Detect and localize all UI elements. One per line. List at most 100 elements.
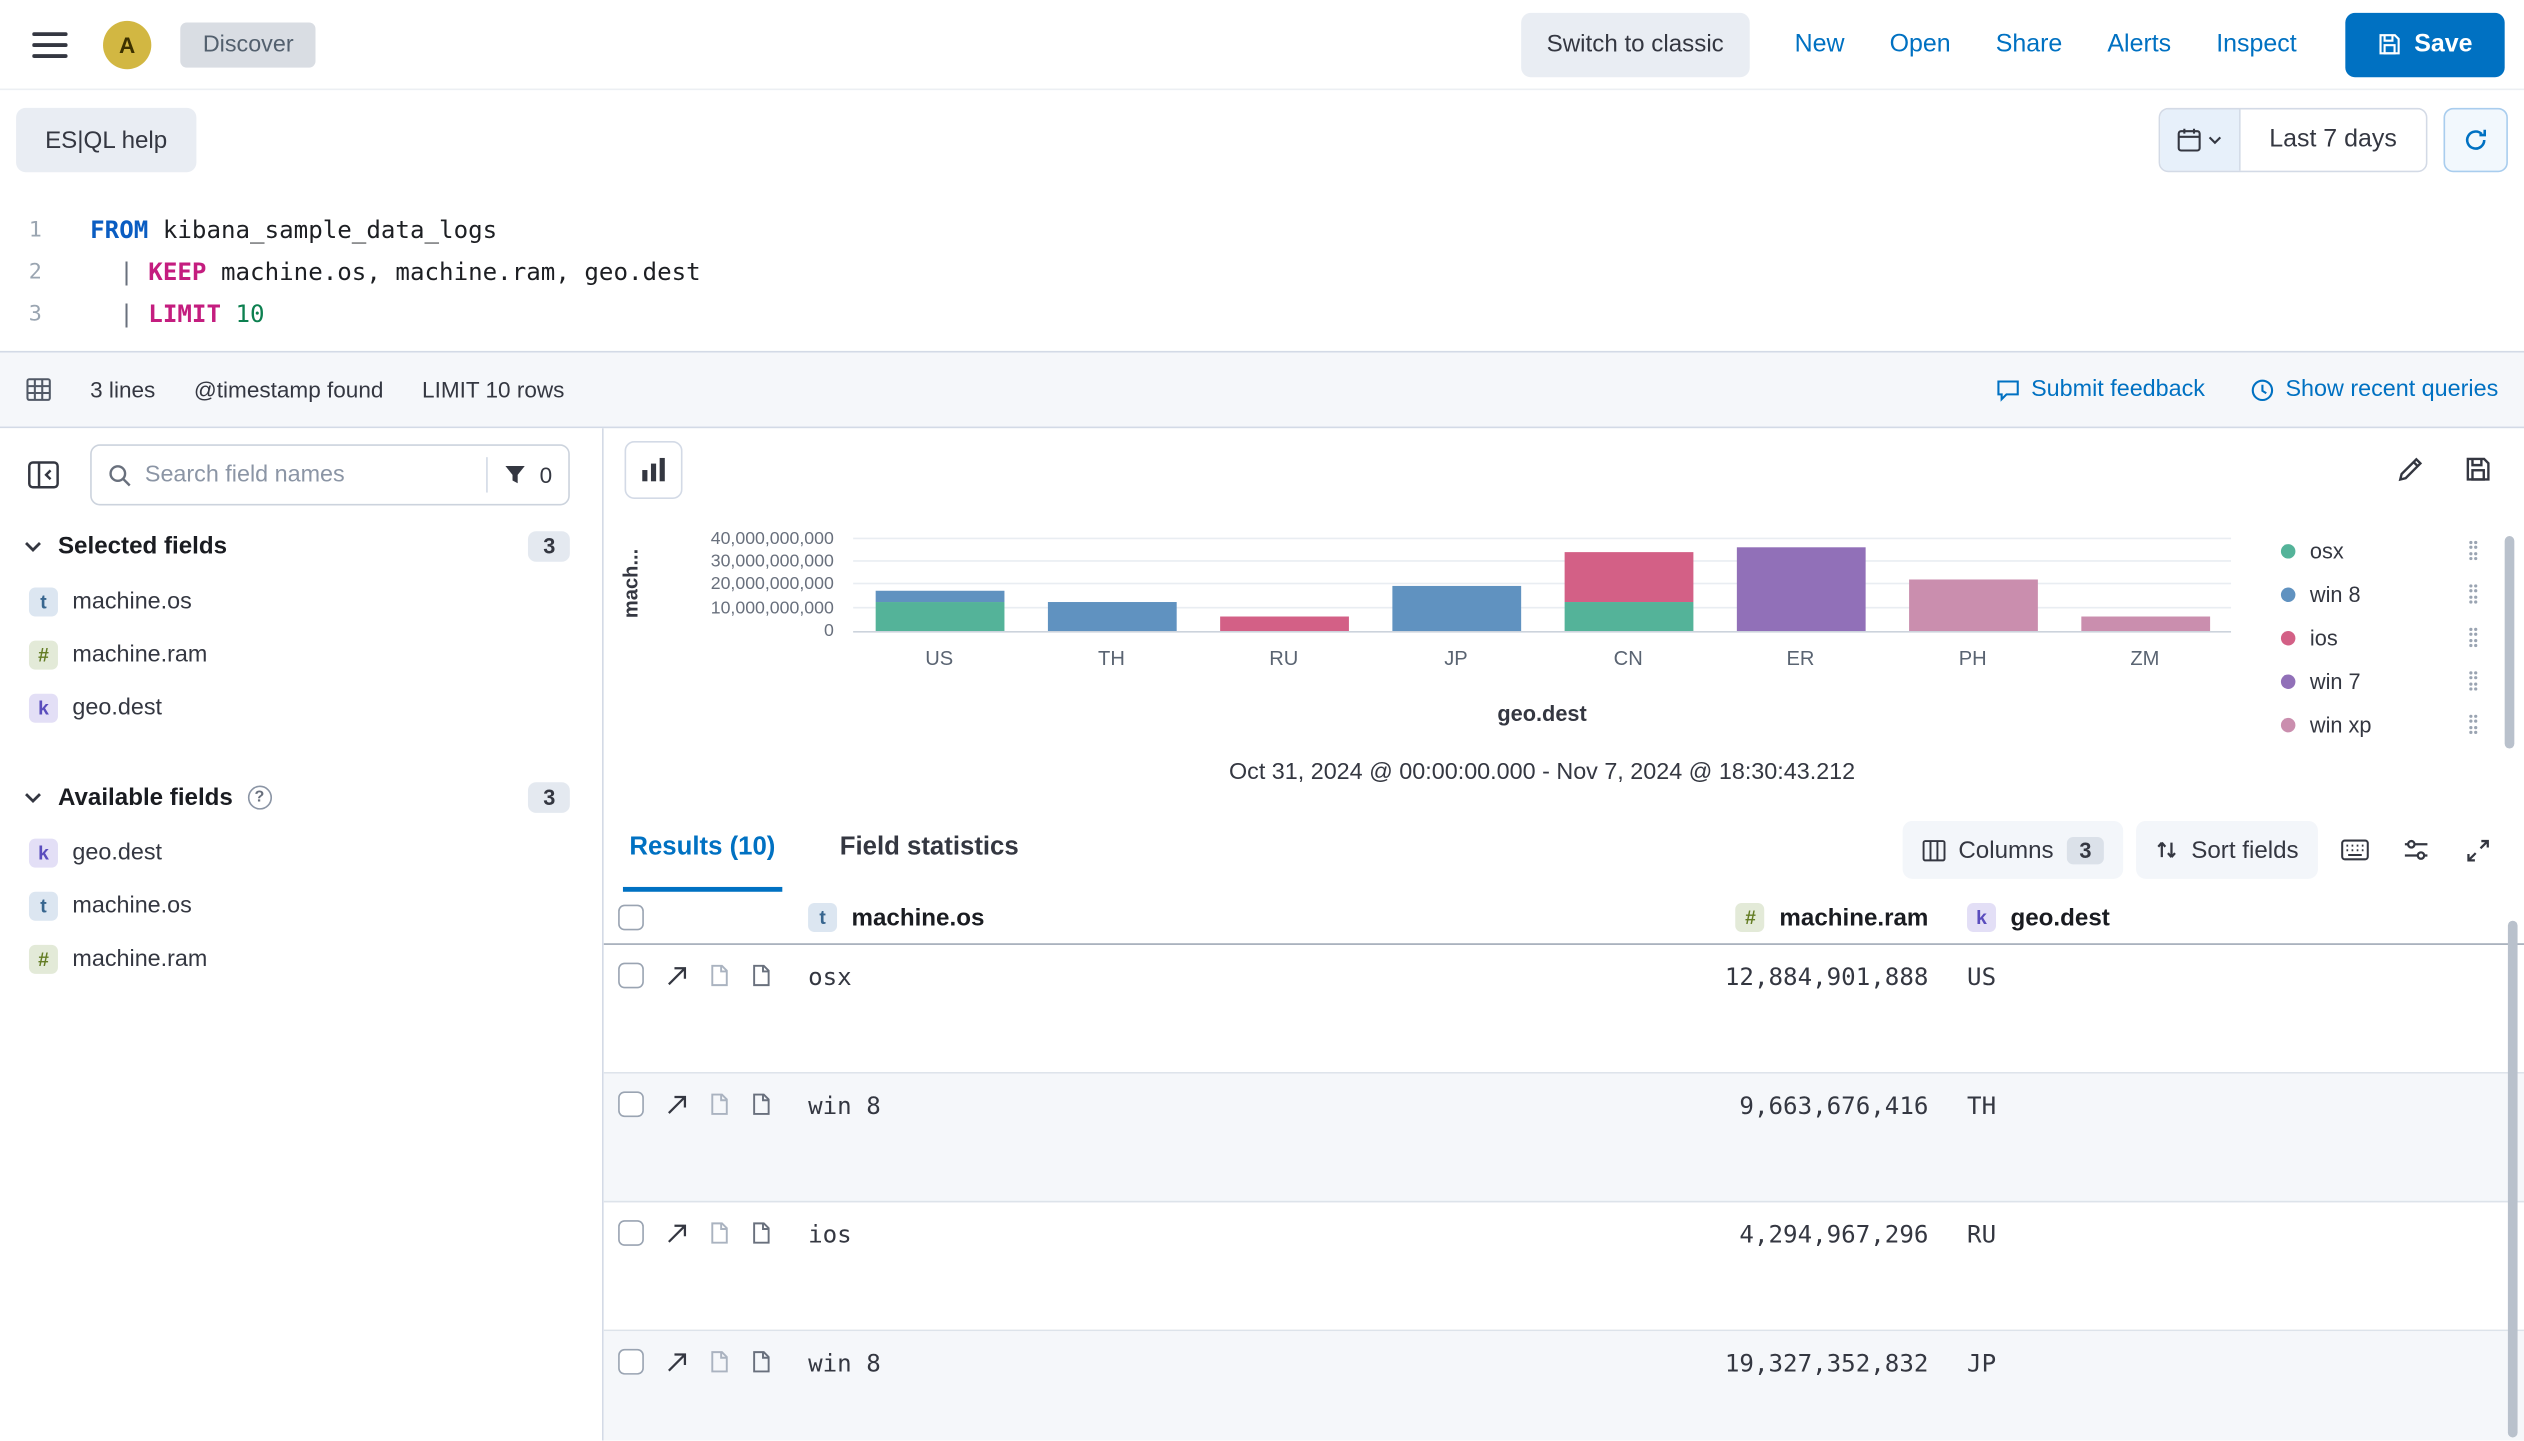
sort-fields-button[interactable]: Sort fields bbox=[2136, 820, 2318, 879]
view-single-document-icon[interactable] bbox=[710, 1093, 729, 1116]
visualization-type-button[interactable] bbox=[624, 441, 683, 500]
save-visualization-button[interactable] bbox=[2450, 441, 2505, 496]
row-checkbox[interactable] bbox=[618, 1348, 644, 1375]
bar-US[interactable] bbox=[874, 591, 1004, 631]
field-item-machine.os[interactable]: t machine.os bbox=[0, 879, 602, 932]
tab-results[interactable]: Results (10) bbox=[622, 808, 782, 892]
expand-row-icon[interactable] bbox=[666, 965, 687, 986]
bar-RU[interactable] bbox=[1219, 616, 1349, 631]
display-options-button[interactable] bbox=[2392, 826, 2440, 874]
field-type-icon: t bbox=[28, 586, 58, 616]
column-header-machine.ram[interactable]: # machine.ram bbox=[1681, 903, 1955, 933]
field-item-machine.ram[interactable]: # machine.ram bbox=[0, 932, 602, 985]
tab-field-statistics[interactable]: Field statistics bbox=[839, 833, 1019, 861]
field-filter-button[interactable]: 0 bbox=[486, 457, 552, 493]
bar-PH[interactable] bbox=[1908, 579, 2038, 631]
field-type-icon: # bbox=[1735, 903, 1765, 933]
help-icon[interactable]: ? bbox=[247, 785, 272, 810]
view-surrounding-documents-icon[interactable] bbox=[752, 1351, 771, 1374]
field-item-geo.dest[interactable]: k geo.dest bbox=[0, 681, 602, 734]
table-row: osx 12,884,901,888 US bbox=[603, 945, 2524, 1074]
gridline bbox=[853, 560, 2232, 563]
gridline bbox=[853, 606, 2232, 609]
expand-row-icon[interactable] bbox=[666, 1223, 687, 1244]
avatar[interactable]: A bbox=[103, 20, 152, 69]
feedback-icon bbox=[1997, 379, 2019, 401]
bar-CN[interactable] bbox=[1563, 551, 1693, 631]
grid-scrollbar[interactable] bbox=[2507, 920, 2518, 1438]
top-navigation-bar: A Discover Switch to classic New Open Shar… bbox=[0, 0, 2524, 91]
content-scrollbar[interactable] bbox=[2504, 536, 2515, 749]
bar-slot bbox=[1714, 536, 1886, 631]
y-axis-tick-label: 10,000,000,000 bbox=[710, 598, 834, 618]
legend-item-win-8[interactable]: win 8 bbox=[2280, 578, 2478, 610]
legend-actions-icon[interactable] bbox=[2468, 583, 2478, 605]
bar-ZM[interactable] bbox=[2080, 616, 2210, 631]
legend-item-ios[interactable]: ios bbox=[2280, 621, 2478, 653]
field-item-machine.os[interactable]: t machine.os bbox=[0, 575, 602, 628]
esql-help-button[interactable]: ES|QL help bbox=[16, 107, 197, 173]
edit-visualization-button[interactable] bbox=[2382, 441, 2437, 496]
field-item-geo.dest[interactable]: k geo.dest bbox=[0, 826, 602, 879]
bar-TH[interactable] bbox=[1047, 601, 1176, 631]
view-single-document-icon[interactable] bbox=[710, 1351, 729, 1374]
legend-actions-icon[interactable] bbox=[2468, 627, 2478, 648]
fullscreen-button[interactable] bbox=[2453, 826, 2501, 874]
keyboard-shortcuts-button[interactable] bbox=[2331, 826, 2379, 874]
legend-actions-icon[interactable] bbox=[2468, 714, 2478, 735]
show-recent-queries-link[interactable]: Show recent queries bbox=[2250, 377, 2498, 402]
legend-item-osx[interactable]: osx bbox=[2280, 534, 2478, 566]
column-header-machine.os[interactable]: t machine.os bbox=[802, 903, 1681, 933]
esql-editor[interactable]: 1 FROM kibana_sample_data_logs 2 | KEEP ma… bbox=[0, 189, 2524, 351]
view-surrounding-documents-icon[interactable] bbox=[752, 964, 771, 987]
row-checkbox[interactable] bbox=[618, 962, 644, 989]
menu-button[interactable] bbox=[19, 17, 80, 72]
bar-ER[interactable] bbox=[1736, 547, 1865, 631]
breadcrumb[interactable]: Discover bbox=[180, 21, 317, 67]
nav-link-open[interactable]: Open bbox=[1889, 29, 1951, 58]
column-header-geo.dest[interactable]: k geo.dest bbox=[1954, 903, 2524, 933]
available-fields-header[interactable]: Available fields ? 3 bbox=[0, 757, 602, 826]
filter-icon bbox=[505, 466, 526, 484]
expand-row-icon[interactable] bbox=[666, 1094, 687, 1115]
code-text[interactable]: FROM kibana_sample_data_logs bbox=[90, 215, 498, 245]
code-text[interactable]: | KEEP machine.os, machine.ram, geo.dest bbox=[90, 257, 701, 287]
nav-link-inspect[interactable]: Inspect bbox=[2216, 29, 2297, 58]
sort-icon bbox=[2157, 841, 2177, 858]
cell-geo-dest: JP bbox=[1967, 1348, 1997, 1378]
row-checkbox[interactable] bbox=[618, 1220, 644, 1246]
search-field-box[interactable]: 0 bbox=[90, 444, 570, 506]
legend-item-win-xp[interactable]: win xp bbox=[2280, 708, 2478, 740]
cell-machine-os: win 8 bbox=[808, 1348, 881, 1378]
nav-link-share[interactable]: Share bbox=[1995, 29, 2063, 58]
save-button[interactable]: Save bbox=[2344, 12, 2505, 77]
switch-to-classic-button[interactable]: Switch to classic bbox=[1520, 12, 1750, 77]
row-checkbox[interactable] bbox=[618, 1091, 644, 1118]
select-all-checkbox[interactable] bbox=[618, 904, 644, 931]
search-input[interactable] bbox=[144, 461, 474, 488]
bar-slot bbox=[2059, 536, 2231, 631]
date-quick-select-button[interactable] bbox=[2159, 109, 2241, 171]
view-single-document-icon[interactable] bbox=[710, 964, 729, 987]
columns-button[interactable]: Columns 3 bbox=[1901, 820, 2124, 879]
view-surrounding-documents-icon[interactable] bbox=[752, 1222, 771, 1245]
editor-lines: 1 FROM kibana_sample_data_logs 2 | KEEP ma… bbox=[0, 209, 2524, 335]
legend-item-win-7[interactable]: win 7 bbox=[2280, 665, 2478, 697]
legend-actions-icon[interactable] bbox=[2468, 540, 2478, 561]
nav-link-alerts[interactable]: Alerts bbox=[2107, 29, 2172, 58]
submit-feedback-link[interactable]: Submit feedback bbox=[1996, 377, 2205, 402]
collapse-sidebar-button[interactable] bbox=[16, 447, 71, 502]
view-single-document-icon[interactable] bbox=[710, 1222, 729, 1245]
code-text[interactable]: | LIMIT 10 bbox=[90, 299, 265, 329]
cell-geo-dest: US bbox=[1967, 962, 1997, 992]
bar-JP[interactable] bbox=[1391, 586, 1521, 631]
date-range-button[interactable]: Last 7 days bbox=[2240, 109, 2426, 171]
expand-row-icon[interactable] bbox=[666, 1351, 687, 1372]
column-label: geo.dest bbox=[2010, 903, 2110, 932]
refresh-button[interactable] bbox=[2443, 107, 2508, 173]
field-item-machine.ram[interactable]: # machine.ram bbox=[0, 628, 602, 681]
selected-fields-header[interactable]: Selected fields 3 bbox=[0, 505, 602, 574]
legend-actions-icon[interactable] bbox=[2468, 670, 2478, 691]
view-surrounding-documents-icon[interactable] bbox=[752, 1093, 771, 1116]
nav-link-new[interactable]: New bbox=[1794, 29, 1845, 58]
